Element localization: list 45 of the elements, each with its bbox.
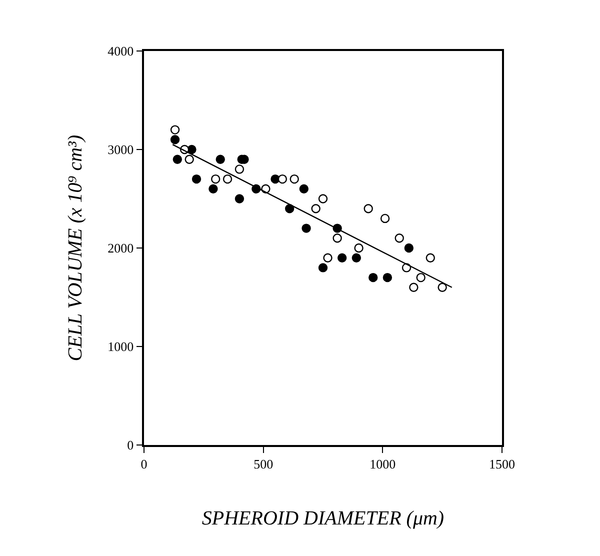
point xyxy=(318,194,328,204)
point xyxy=(290,174,299,184)
point xyxy=(216,154,225,164)
point xyxy=(380,214,390,224)
point xyxy=(211,174,220,184)
point xyxy=(409,282,418,292)
y-tick-label: 3000 xyxy=(108,142,134,158)
y-tick-label: 2000 xyxy=(108,240,134,256)
y-axis-title: CELL VOLUME (x 10⁹ cm³) xyxy=(64,134,87,362)
x-tick-label: 0 xyxy=(140,456,148,472)
point xyxy=(416,272,426,282)
point xyxy=(426,253,435,262)
x-tick-label: 500 xyxy=(254,456,274,472)
point xyxy=(222,174,232,184)
point xyxy=(354,243,364,253)
point xyxy=(394,234,404,243)
point xyxy=(438,282,447,292)
point xyxy=(170,125,180,134)
point xyxy=(364,204,373,214)
point xyxy=(352,253,362,262)
point xyxy=(278,174,288,184)
y-tick-label: 1000 xyxy=(108,339,134,354)
point xyxy=(368,272,378,282)
point xyxy=(382,272,392,282)
point xyxy=(323,253,332,262)
x-tick-label: 1000 xyxy=(370,456,396,472)
point xyxy=(332,234,342,243)
point xyxy=(302,224,311,233)
point xyxy=(299,184,309,194)
point xyxy=(170,135,180,144)
y-tick-label: 4000 xyxy=(108,44,134,59)
point xyxy=(172,154,182,164)
point xyxy=(208,184,218,194)
point xyxy=(234,194,244,204)
point xyxy=(284,204,294,214)
point xyxy=(234,164,244,174)
point xyxy=(192,174,202,184)
point xyxy=(311,204,320,214)
point xyxy=(184,154,194,164)
point xyxy=(318,263,328,272)
point xyxy=(337,253,347,262)
x-tick-label: 1500 xyxy=(489,456,515,472)
y-tick-label: 0 xyxy=(127,438,134,453)
point xyxy=(404,243,414,253)
x-axis-title: SPHEROID DIAMETER (μm) xyxy=(202,507,444,530)
